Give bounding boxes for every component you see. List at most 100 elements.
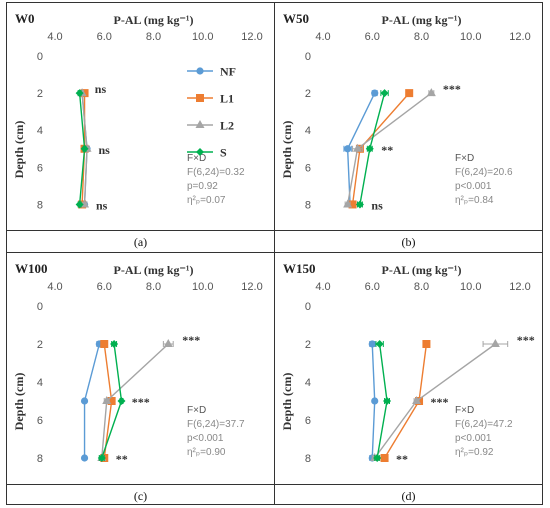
legend-label-l2: L2 <box>220 119 234 133</box>
stat-heading: F×D <box>187 153 206 164</box>
significance-label: ns <box>95 82 107 96</box>
x-tick-label: 12.0 <box>241 281 262 293</box>
y-tick-label: 2 <box>37 339 43 351</box>
data-point-l1 <box>422 340 431 348</box>
significance-label: *** <box>517 333 535 347</box>
y-tick-label: 4 <box>37 377 43 389</box>
data-point-l1 <box>107 397 116 405</box>
stat-eta: η²ₚ=0.07 <box>187 195 226 206</box>
x-tick-label: 10.0 <box>460 31 481 43</box>
stat-p: p<0.001 <box>455 181 492 192</box>
significance-label: *** <box>132 395 150 409</box>
data-point-s <box>355 200 364 209</box>
data-point-l2 <box>102 396 112 404</box>
chart-panel-w150: W150 P-AL (mg kg⁻¹) Depth (cm) 4.0 6.0 8.0 10.… <box>280 261 535 466</box>
significance-label: ** <box>116 452 128 466</box>
x-tick-label: 6.0 <box>365 31 380 43</box>
y-tick-label: 0 <box>305 51 311 63</box>
data-point-s <box>117 397 126 405</box>
panel-title: W0 <box>15 11 35 26</box>
y-tick-label: 8 <box>37 453 43 465</box>
y-tick-label: 6 <box>37 162 43 174</box>
x-axis-title: P-AL (mg kg⁻¹) <box>114 13 194 27</box>
data-point-s <box>97 454 106 462</box>
panel-caption: (b) <box>402 235 416 249</box>
significance-label: ** <box>381 143 393 157</box>
panel-caption: (a) <box>134 235 147 249</box>
y-tick-label: 6 <box>305 162 311 174</box>
significance-label: ns <box>96 198 108 212</box>
panel-caption: (c) <box>134 489 147 503</box>
y-tick-label: 2 <box>305 88 311 100</box>
y-tick-label: 8 <box>305 199 311 211</box>
y-tick-label: 4 <box>37 125 43 137</box>
data-point-l2 <box>426 88 436 97</box>
significance-label: *** <box>182 333 200 347</box>
data-point-s <box>380 89 389 98</box>
x-tick-label: 8.0 <box>146 281 161 293</box>
data-point-l1 <box>380 454 389 462</box>
chart-panel-w100: W100 P-AL (mg kg⁻¹) Depth (cm) 4.0 6.0 8.0 10.… <box>12 261 263 466</box>
stat-eta: η²ₚ=0.90 <box>187 447 226 458</box>
legend: NF L1 L2 S <box>187 65 236 160</box>
data-point-nf <box>80 397 89 405</box>
panel-caption: (d) <box>402 489 416 503</box>
x-axis-title: P-AL (mg kg⁻¹) <box>114 263 194 277</box>
stat-heading: F×D <box>187 405 206 416</box>
x-tick-label: 4.0 <box>315 281 330 293</box>
y-axis-title: Depth (cm) <box>280 373 294 431</box>
stat-f: F(6,24)=20.6 <box>455 167 513 178</box>
y-tick-label: 2 <box>305 339 311 351</box>
stat-f: F(6,24)=37.7 <box>187 419 245 430</box>
x-tick-label: 8.0 <box>146 31 161 43</box>
y-tick-label: 8 <box>305 453 311 465</box>
stat-p: p<0.001 <box>187 433 224 444</box>
x-tick-label: 4.0 <box>47 281 62 293</box>
y-tick-label: 4 <box>305 377 311 389</box>
y-tick-label: 0 <box>37 51 43 63</box>
x-tick-label: 6.0 <box>365 281 380 293</box>
y-tick-label: 2 <box>37 88 43 100</box>
significance-label: ** <box>396 452 408 466</box>
x-tick-label: 10.0 <box>192 281 213 293</box>
x-tick-label: 4.0 <box>47 31 62 43</box>
y-axis-title: Depth (cm) <box>12 121 26 179</box>
chart-panel-w0: W0 P-AL (mg kg⁻¹) Depth (cm) 4.0 6.0 8.0 10.0 1… <box>12 11 263 212</box>
stat-p: p<0.001 <box>455 433 492 444</box>
stat-eta: η²ₚ=0.84 <box>455 195 494 206</box>
y-axis-title: Depth (cm) <box>12 373 26 431</box>
data-point-s <box>375 340 384 348</box>
data-point-l2 <box>163 339 173 347</box>
stat-f: F(6,24)=47.2 <box>455 419 513 430</box>
x-tick-label: 12.0 <box>241 31 262 43</box>
x-tick-label: 6.0 <box>97 281 112 293</box>
data-point-nf <box>344 145 352 153</box>
legend-marker-l2 <box>195 120 205 128</box>
x-axis-title: P-AL (mg kg⁻¹) <box>382 13 462 27</box>
legend-label-l1: L1 <box>220 92 234 106</box>
stat-heading: F×D <box>455 405 474 416</box>
y-tick-label: 4 <box>305 125 311 137</box>
data-point-s <box>383 397 392 405</box>
panel-title: W100 <box>15 261 48 276</box>
stat-p: p=0.92 <box>187 181 218 192</box>
legend-marker-l1 <box>196 94 204 102</box>
data-point-l2 <box>352 143 362 152</box>
chart-panel-w50: W50 P-AL (mg kg⁻¹) Depth (cm) 4.0 6.0 8.0 10.0… <box>280 11 531 212</box>
data-point-nf <box>368 340 376 348</box>
data-point-s <box>110 340 119 348</box>
legend-label-nf: NF <box>220 65 236 79</box>
y-axis-title: Depth (cm) <box>280 121 294 179</box>
data-point-s <box>365 144 374 153</box>
x-tick-label: 4.0 <box>315 31 330 43</box>
legend-label-s: S <box>220 146 227 160</box>
data-point-l2 <box>343 199 353 208</box>
data-point-s <box>80 144 89 153</box>
data-point-l1 <box>405 89 414 98</box>
x-tick-label: 10.0 <box>460 281 481 293</box>
stat-f: F(6,24)=0.32 <box>187 167 245 178</box>
y-tick-label: 8 <box>37 199 43 211</box>
x-tick-label: 8.0 <box>414 31 429 43</box>
y-tick-label: 6 <box>305 415 311 427</box>
